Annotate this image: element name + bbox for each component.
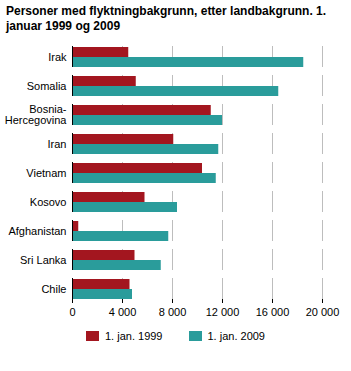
html-text:1. jan. 1999: 1. jan. 1999 [105, 330, 163, 342]
html-text:Personer med flyktningbakgrunn: Personer med flyktningbakgrunn, etter la… [6, 4, 327, 33]
svg-text:Sri Lanka: Sri Lanka [20, 254, 67, 266]
svg-text:16 000: 16 000 [256, 306, 290, 318]
svg-text:Afghanistan: Afghanistan [8, 225, 66, 237]
svg-text:Vietnam: Vietnam [26, 167, 66, 179]
svg-text:Bosnia-Hercegovina: Bosnia-Hercegovina [5, 103, 68, 126]
svg-text:Irak: Irak [48, 51, 67, 63]
svg-text:8 000: 8 000 [159, 306, 187, 318]
svg-text:0: 0 [69, 306, 75, 318]
svg-text:20 000: 20 000 [306, 306, 340, 318]
svg-text:12 000: 12 000 [206, 306, 240, 318]
svg-text:Kosovo: Kosovo [30, 196, 67, 208]
svg-text:4 000: 4 000 [109, 306, 137, 318]
html-text:1. jan. 2009: 1. jan. 2009 [207, 330, 265, 342]
svg-text:Iran: Iran [48, 138, 67, 150]
svg-text:Somalia: Somalia [27, 80, 68, 92]
svg-text:Chile: Chile [41, 283, 66, 295]
